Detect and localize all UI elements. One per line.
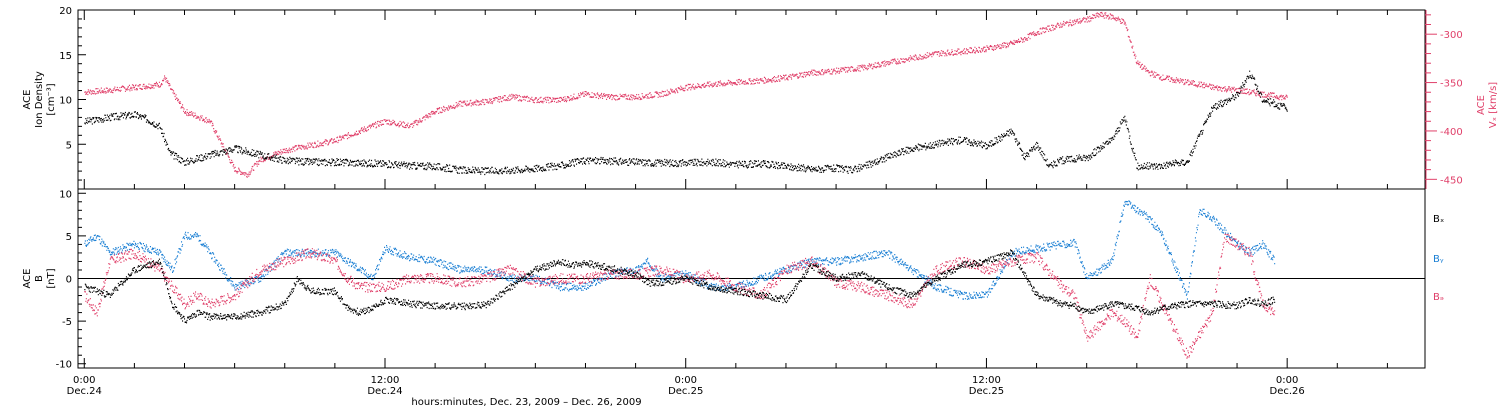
- top-right-tick-label: -450: [1440, 175, 1463, 186]
- top-panel-frame: [77, 9, 1426, 190]
- bottom-left-tick-label: 10: [59, 189, 72, 200]
- top-right-tick-label: -350: [1440, 79, 1463, 90]
- x-tick-time-label: 0:00: [674, 375, 696, 386]
- bottom-left-axis-title-line: [nT]: [46, 268, 57, 288]
- x-tick-date-label: Dec.25: [668, 386, 703, 397]
- legend-entry: Bᵧ: [1433, 254, 1444, 265]
- x-tick-time-label: 0:00: [1276, 375, 1298, 386]
- bottom-left-tick-label: -5: [62, 317, 72, 328]
- top-left-tick-label: 15: [59, 51, 72, 62]
- top-left-axis-title-line: [cm⁻³]: [46, 83, 57, 115]
- x-tick-time-label: 12:00: [972, 375, 1001, 386]
- x-tick-date-label: Dec.24: [367, 386, 402, 397]
- legend-entry: Bₓ: [1433, 214, 1444, 225]
- top-left-tick-label: 10: [59, 96, 72, 107]
- series-density: [84, 70, 1288, 176]
- x-tick-time-label: 0:00: [73, 375, 95, 386]
- series-bx: [84, 249, 1276, 324]
- x-tick-date-label: Dec.25: [969, 386, 1004, 397]
- top-right-tick-label: -400: [1440, 127, 1463, 138]
- top-left-axis-title-line: Ion Density: [34, 71, 45, 128]
- series-vx: [84, 11, 1288, 178]
- bottom-left-tick-label: 5: [66, 232, 72, 243]
- x-tick-date-label: Dec.24: [67, 386, 102, 397]
- legend-entry: Bₔ: [1433, 292, 1444, 303]
- top-right-axis-title-line: Vₓ [km/s]: [1488, 82, 1499, 128]
- top-right-axis-title-line: ACE: [1476, 95, 1487, 115]
- series-by: [84, 200, 1276, 300]
- series-bz: [84, 233, 1276, 359]
- bottom-left-tick-label: -10: [56, 360, 72, 371]
- top-left-tick-label: 5: [66, 140, 72, 151]
- top-right-tick-label: -300: [1440, 30, 1463, 41]
- bottom-left-tick-label: 0: [66, 275, 72, 286]
- x-tick-time-label: 12:00: [371, 375, 400, 386]
- bottom-left-axis-title-line: ACE: [22, 269, 33, 289]
- top-left-axis-title-line: ACE: [22, 90, 33, 110]
- x-axis-title: hours:minutes, Dec. 23, 2009 – Dec. 26, …: [411, 397, 641, 408]
- x-tick-date-label: Dec.26: [1270, 386, 1305, 397]
- top-left-tick-label: 20: [59, 6, 72, 17]
- bottom-left-axis-title-line: B: [34, 275, 45, 282]
